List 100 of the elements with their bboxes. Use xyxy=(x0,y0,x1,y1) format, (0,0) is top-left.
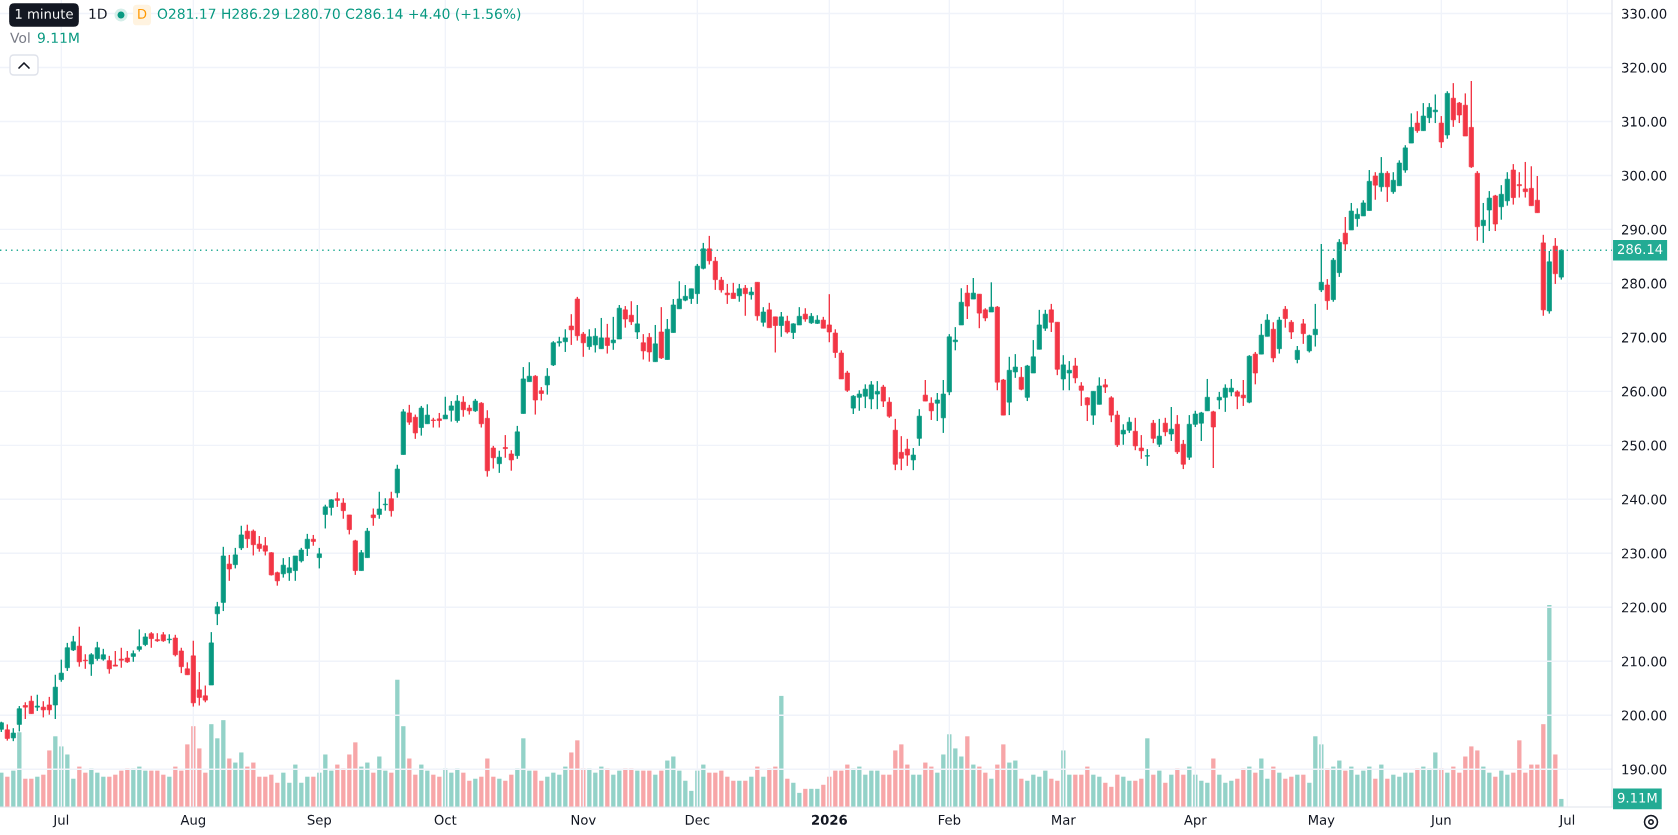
bar xyxy=(575,740,580,807)
annotation: Vol xyxy=(10,32,30,44)
x-tick-label: Feb xyxy=(938,814,961,825)
candlestick xyxy=(1204,378,1210,412)
bar xyxy=(377,756,382,807)
candlestick xyxy=(1414,110,1420,134)
candlestick xyxy=(778,311,784,338)
candlestick xyxy=(964,284,970,320)
candlestick xyxy=(958,287,964,326)
candlestick xyxy=(1072,357,1078,384)
bar xyxy=(1469,746,1474,807)
candlestick xyxy=(376,491,382,520)
candlestick xyxy=(304,533,310,557)
text: 9.11M xyxy=(1617,792,1657,803)
candlestick xyxy=(1300,318,1306,345)
candlestick xyxy=(928,396,934,421)
candlestick xyxy=(652,324,658,363)
bar xyxy=(1145,738,1150,807)
bar xyxy=(215,738,220,807)
candlestick xyxy=(604,323,610,355)
x-tick-label: May xyxy=(1308,815,1335,828)
candlestick xyxy=(508,449,514,472)
bar xyxy=(779,695,784,807)
x-tick-label: 2026 xyxy=(812,814,847,825)
bar xyxy=(209,724,214,807)
y-tick-label: 310.00 xyxy=(1622,116,1667,127)
y-tick-label: 240.00 xyxy=(1621,494,1667,505)
candlestick xyxy=(232,547,238,570)
candlestick xyxy=(16,705,22,733)
bar xyxy=(1475,750,1480,807)
bar xyxy=(323,754,328,807)
x-tick-label: Jul xyxy=(52,814,69,828)
x-tick-label: Jul xyxy=(1558,814,1575,828)
x-tick-label: Aug xyxy=(180,815,206,828)
candlestick xyxy=(916,408,922,447)
bar xyxy=(1541,724,1546,807)
candlestick xyxy=(214,601,220,626)
y-tick-label: 270.00 xyxy=(1621,332,1667,343)
candlestick xyxy=(1210,410,1216,469)
candlestick xyxy=(1252,351,1258,386)
bar xyxy=(893,750,898,807)
candlestick xyxy=(886,396,892,419)
candlestick xyxy=(1312,303,1318,348)
candlestick xyxy=(742,284,748,317)
bar xyxy=(569,752,574,807)
candlestick xyxy=(910,447,916,471)
candlestick xyxy=(394,464,400,499)
bar xyxy=(65,754,70,807)
bar xyxy=(1001,744,1006,807)
candlestick xyxy=(238,525,244,551)
candlestick xyxy=(880,384,886,408)
candlestick xyxy=(760,306,766,328)
candlestick xyxy=(706,235,712,266)
candlestick xyxy=(970,277,976,300)
ref-line-label: 286.14 xyxy=(1617,244,1663,255)
x-tick-label: Nov xyxy=(571,815,596,825)
candlestick xyxy=(514,425,520,460)
candlestick xyxy=(1084,396,1090,422)
bar xyxy=(959,756,964,807)
bar xyxy=(1433,752,1438,807)
bar xyxy=(671,756,676,807)
bar xyxy=(1547,605,1552,807)
bar xyxy=(1313,736,1318,807)
candlestick xyxy=(58,658,64,683)
bar xyxy=(521,738,526,807)
y-tick-label: 260.00 xyxy=(1621,386,1667,397)
bar xyxy=(197,748,202,807)
candlestick xyxy=(1372,171,1378,201)
bar xyxy=(1463,756,1468,807)
bar xyxy=(221,720,226,807)
candlestick xyxy=(1138,434,1144,460)
y-tick-label: 220.00 xyxy=(1621,602,1667,613)
candlestick xyxy=(1282,305,1288,329)
annotation: O281.17 H286.29 L280.70 C286.14 +4.40 (+1.56%) xyxy=(157,8,521,21)
candlestick xyxy=(712,256,718,291)
candlestick xyxy=(922,379,928,402)
candlestick xyxy=(1408,112,1414,144)
candlestick xyxy=(1480,202,1486,244)
bar xyxy=(965,736,970,807)
candlestick xyxy=(1150,419,1156,444)
chart-title: 1D xyxy=(89,8,107,19)
x-tick-label: Jun xyxy=(1430,815,1451,828)
y-tick-label: 210.00 xyxy=(1621,656,1667,667)
candlestick xyxy=(1168,406,1174,442)
candlestick xyxy=(442,396,448,420)
bar xyxy=(1553,754,1558,807)
bar xyxy=(395,679,400,807)
candlestick xyxy=(988,281,994,313)
candlestick xyxy=(1342,216,1348,252)
candlestick xyxy=(1378,156,1384,193)
x-tick-label: Apr xyxy=(1184,815,1207,828)
candlestick xyxy=(1162,417,1168,437)
candlestick xyxy=(1324,278,1330,311)
bar xyxy=(401,726,406,807)
bar xyxy=(941,754,946,807)
candlestick xyxy=(544,367,550,396)
candlestick xyxy=(1318,243,1324,293)
bar xyxy=(17,732,22,807)
y-tick-label: 320.00 xyxy=(1622,62,1667,73)
bar xyxy=(953,748,958,807)
